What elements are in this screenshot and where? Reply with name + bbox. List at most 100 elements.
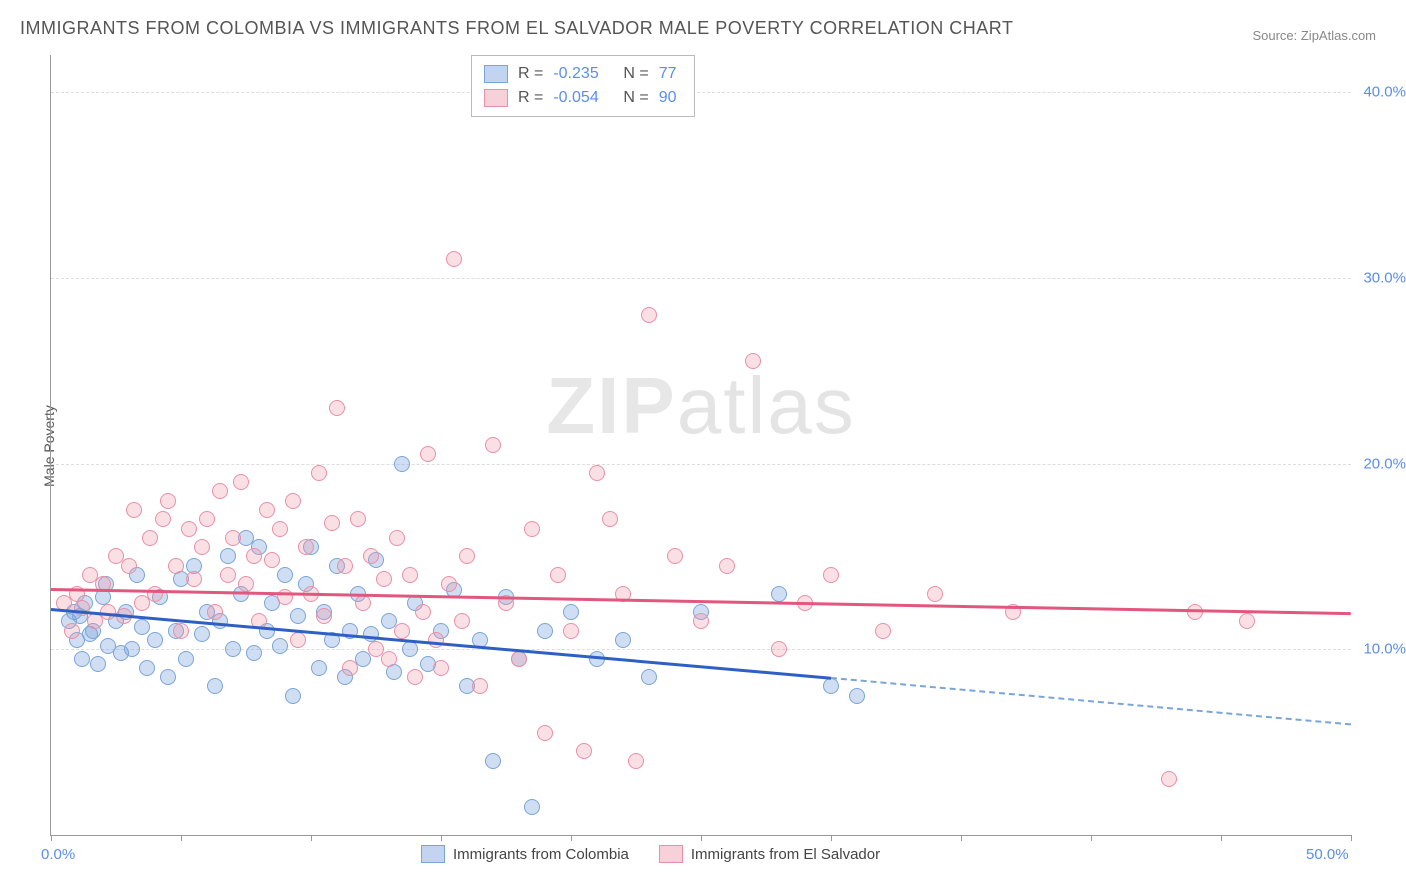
data-point [402,567,418,583]
data-point [124,641,140,657]
legend-swatch-icon [421,845,445,863]
legend-label: Immigrants from Colombia [453,846,629,863]
data-point [719,558,735,574]
data-point [233,474,249,490]
legend-row: R = -0.235N = 77 [484,62,676,86]
data-point [641,669,657,685]
data-point [238,576,254,592]
legend-row: R = -0.054N = 90 [484,86,676,110]
data-point [485,753,501,769]
watermark-zip: ZIP [546,361,676,450]
y-tick-label: 10.0% [1363,641,1406,658]
data-point [485,437,501,453]
legend-swatch-icon [484,89,508,107]
gridline [51,92,1351,93]
data-point [563,623,579,639]
data-point [277,567,293,583]
gridline [51,278,1351,279]
data-point [381,651,397,667]
data-point [441,576,457,592]
data-point [472,678,488,694]
data-point [563,604,579,620]
data-point [350,511,366,527]
data-point [342,660,358,676]
data-point [199,511,215,527]
data-point [415,604,431,620]
x-tick [1221,835,1222,841]
data-point [524,799,540,815]
y-tick-label: 30.0% [1363,269,1406,286]
y-tick-label: 20.0% [1363,455,1406,472]
data-point [194,539,210,555]
data-point [459,548,475,564]
data-point [363,548,379,564]
data-point [311,660,327,676]
data-point [181,521,197,537]
n-label: N = [623,89,648,107]
data-point [511,651,527,667]
data-point [667,548,683,564]
data-point [147,586,163,602]
data-point [454,613,470,629]
x-tick [441,835,442,841]
data-point [550,567,566,583]
data-point [394,456,410,472]
legend-label: Immigrants from El Salvador [691,846,880,863]
data-point [147,632,163,648]
data-point [394,623,410,639]
correlation-legend: R = -0.235N = 77R = -0.054N = 90 [471,55,695,117]
data-point [139,660,155,676]
x-tick [311,835,312,841]
x-tick [51,835,52,841]
data-point [615,632,631,648]
x-tick [701,835,702,841]
data-point [207,678,223,694]
n-label: N = [623,65,648,83]
data-point [823,567,839,583]
data-point [602,511,618,527]
data-point [537,623,553,639]
x-tick [571,835,572,841]
data-point [693,613,709,629]
source-attribution: Source: ZipAtlas.com [1252,28,1376,43]
data-point [576,743,592,759]
data-point [771,641,787,657]
watermark-atlas: atlas [677,361,856,450]
data-point [178,651,194,667]
data-point [355,595,371,611]
data-point [1161,771,1177,787]
data-point [524,521,540,537]
plot-area: ZIPatlas R = -0.235N = 77R = -0.054N = 9… [50,55,1351,836]
data-point [207,604,223,620]
x-tick-label: 0.0% [41,846,75,863]
data-point [337,558,353,574]
data-point [290,608,306,624]
x-tick [961,835,962,841]
data-point [264,552,280,568]
r-label: R = [518,89,543,107]
data-point [628,753,644,769]
data-point [186,571,202,587]
watermark: ZIPatlas [546,360,855,452]
data-point [376,571,392,587]
y-tick-label: 40.0% [1363,84,1406,101]
data-point [272,638,288,654]
x-tick-label: 50.0% [1306,846,1349,863]
data-point [771,586,787,602]
data-point [272,521,288,537]
series-legend: Immigrants from Colombia Immigrants from … [421,845,880,863]
data-point [155,511,171,527]
data-point [74,651,90,667]
x-tick [1351,835,1352,841]
data-point [142,530,158,546]
r-label: R = [518,65,543,83]
data-point [121,558,137,574]
data-point [298,539,314,555]
data-point [537,725,553,741]
data-point [259,502,275,518]
legend-swatch-icon [659,845,683,863]
data-point [173,623,189,639]
data-point [126,502,142,518]
x-tick [1091,835,1092,841]
data-point [311,465,327,481]
